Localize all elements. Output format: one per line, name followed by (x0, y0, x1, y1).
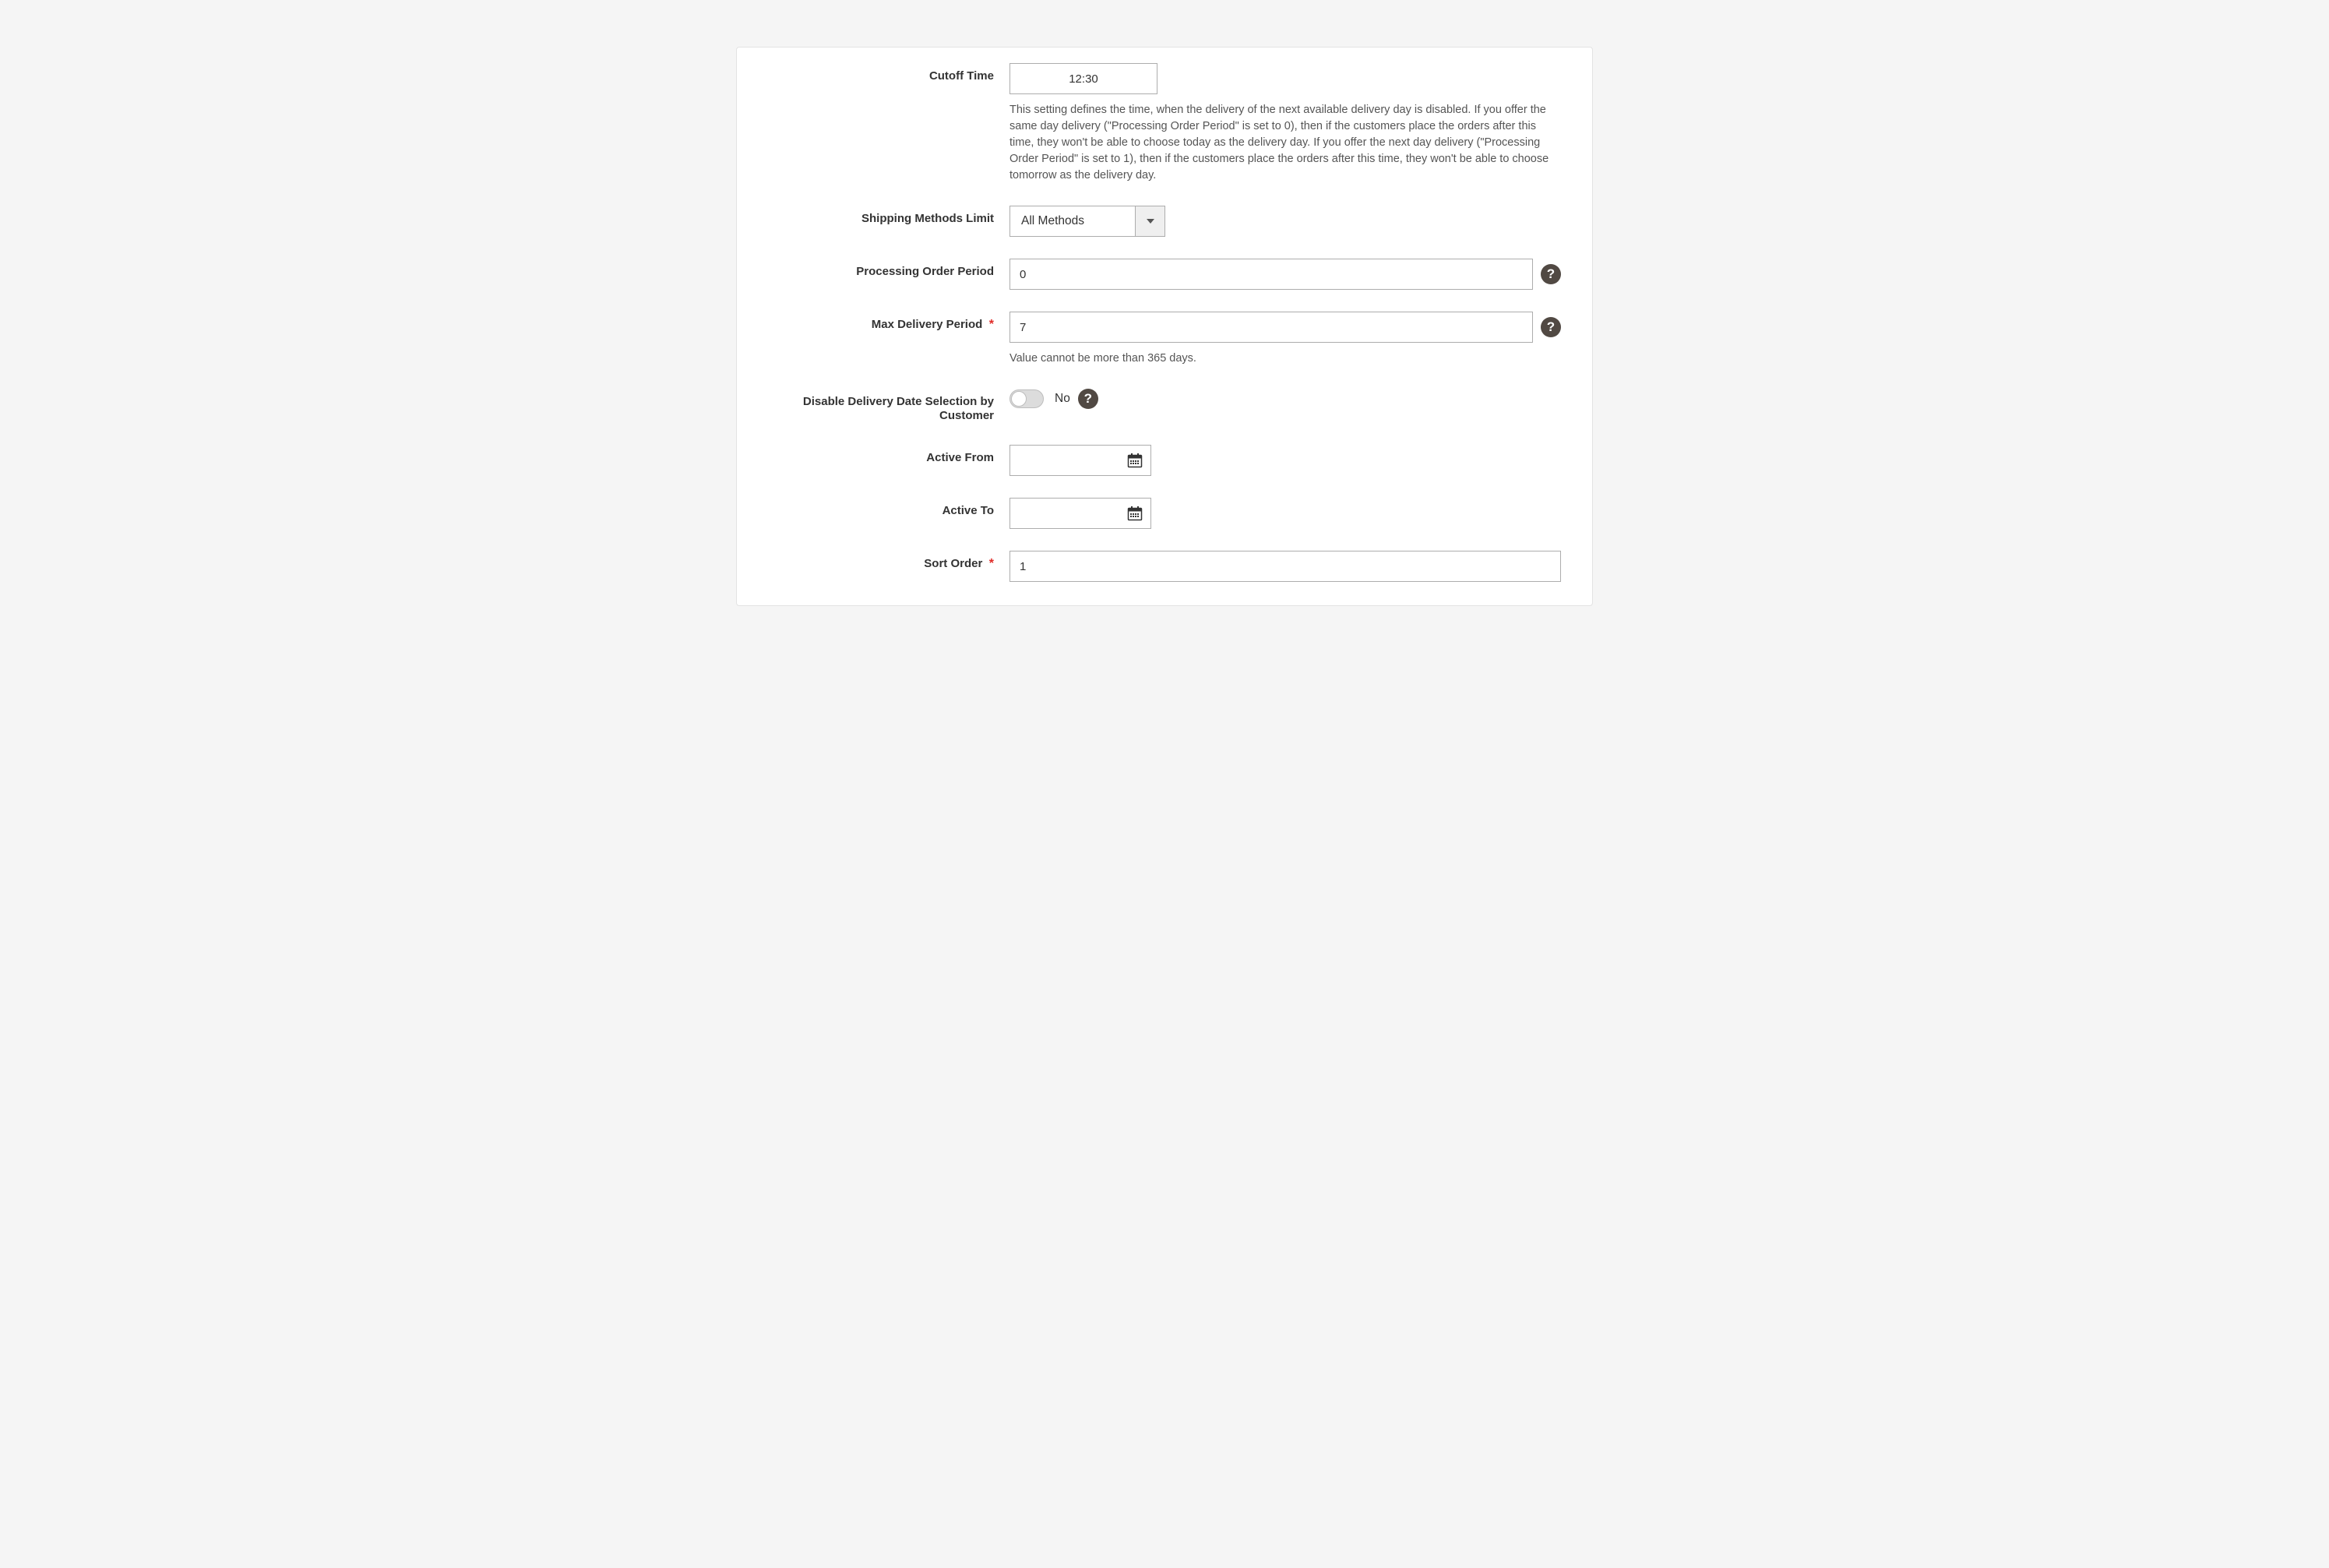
cutoff-time-help: This setting defines the time, when the … (1009, 102, 1561, 184)
label-col: Disable Delivery Date Selection by Custo… (768, 389, 1009, 423)
calendar-icon (1127, 453, 1143, 468)
chevron-down-icon (1147, 219, 1154, 224)
label-col: Shipping Methods Limit (768, 206, 1009, 226)
shipping-methods-value: All Methods (1010, 206, 1135, 236)
field-col: ? (1009, 259, 1561, 290)
field-col: This setting defines the time, when the … (1009, 63, 1561, 184)
label-col: Active To (768, 498, 1009, 518)
label-col: Max Delivery Period * (768, 312, 1009, 332)
field-row-cutoff-time: Cutoff Time This setting defines the tim… (768, 63, 1561, 184)
shipping-methods-select[interactable]: All Methods (1009, 206, 1165, 237)
disable-selection-label: Disable Delivery Date Selection by Custo… (803, 395, 994, 422)
field-col: All Methods (1009, 206, 1561, 237)
required-mark: * (989, 557, 994, 570)
disable-selection-value: No (1055, 392, 1070, 406)
active-from-calendar-button[interactable] (1119, 446, 1150, 475)
active-to-field (1009, 498, 1151, 529)
shipping-methods-label: Shipping Methods Limit (861, 212, 994, 225)
processing-period-input[interactable] (1009, 259, 1533, 290)
field-col: No ? (1009, 389, 1561, 409)
toggle-knob (1011, 391, 1027, 407)
field-row-shipping-methods: Shipping Methods Limit All Methods (768, 206, 1561, 237)
field-row-processing-period: Processing Order Period ? (768, 259, 1561, 290)
label-col: Processing Order Period (768, 259, 1009, 279)
help-icon[interactable]: ? (1541, 317, 1561, 337)
field-row-max-delivery: Max Delivery Period * ? Value cannot be … (768, 312, 1561, 367)
field-row-sort-order: Sort Order * (768, 551, 1561, 582)
active-to-label: Active To (943, 504, 994, 517)
active-to-input[interactable] (1010, 499, 1119, 528)
max-delivery-label: Max Delivery Period (872, 318, 983, 331)
active-from-input[interactable] (1010, 446, 1119, 475)
disable-selection-toggle[interactable] (1009, 389, 1044, 408)
active-from-field (1009, 445, 1151, 476)
field-row-disable-selection: Disable Delivery Date Selection by Custo… (768, 389, 1561, 423)
required-mark: * (989, 318, 994, 331)
settings-panel: Cutoff Time This setting defines the tim… (736, 47, 1593, 606)
dropdown-button[interactable] (1135, 206, 1164, 236)
field-col (1009, 551, 1561, 582)
field-col: ? Value cannot be more than 365 days. (1009, 312, 1561, 367)
help-icon[interactable]: ? (1078, 389, 1098, 409)
label-col: Sort Order * (768, 551, 1009, 571)
active-from-label: Active From (926, 451, 994, 464)
sort-order-label: Sort Order (924, 557, 982, 570)
cutoff-time-label: Cutoff Time (929, 69, 994, 83)
calendar-icon (1127, 506, 1143, 521)
processing-period-label: Processing Order Period (856, 265, 994, 278)
field-row-active-from: Active From (768, 445, 1561, 476)
label-col: Active From (768, 445, 1009, 465)
field-col (1009, 498, 1561, 529)
field-col (1009, 445, 1561, 476)
max-delivery-input[interactable] (1009, 312, 1533, 343)
sort-order-input[interactable] (1009, 551, 1561, 582)
help-icon[interactable]: ? (1541, 264, 1561, 284)
cutoff-time-input[interactable] (1009, 63, 1157, 94)
field-row-active-to: Active To (768, 498, 1561, 529)
active-to-calendar-button[interactable] (1119, 499, 1150, 528)
label-col: Cutoff Time (768, 63, 1009, 83)
max-delivery-help: Value cannot be more than 365 days. (1009, 351, 1561, 367)
